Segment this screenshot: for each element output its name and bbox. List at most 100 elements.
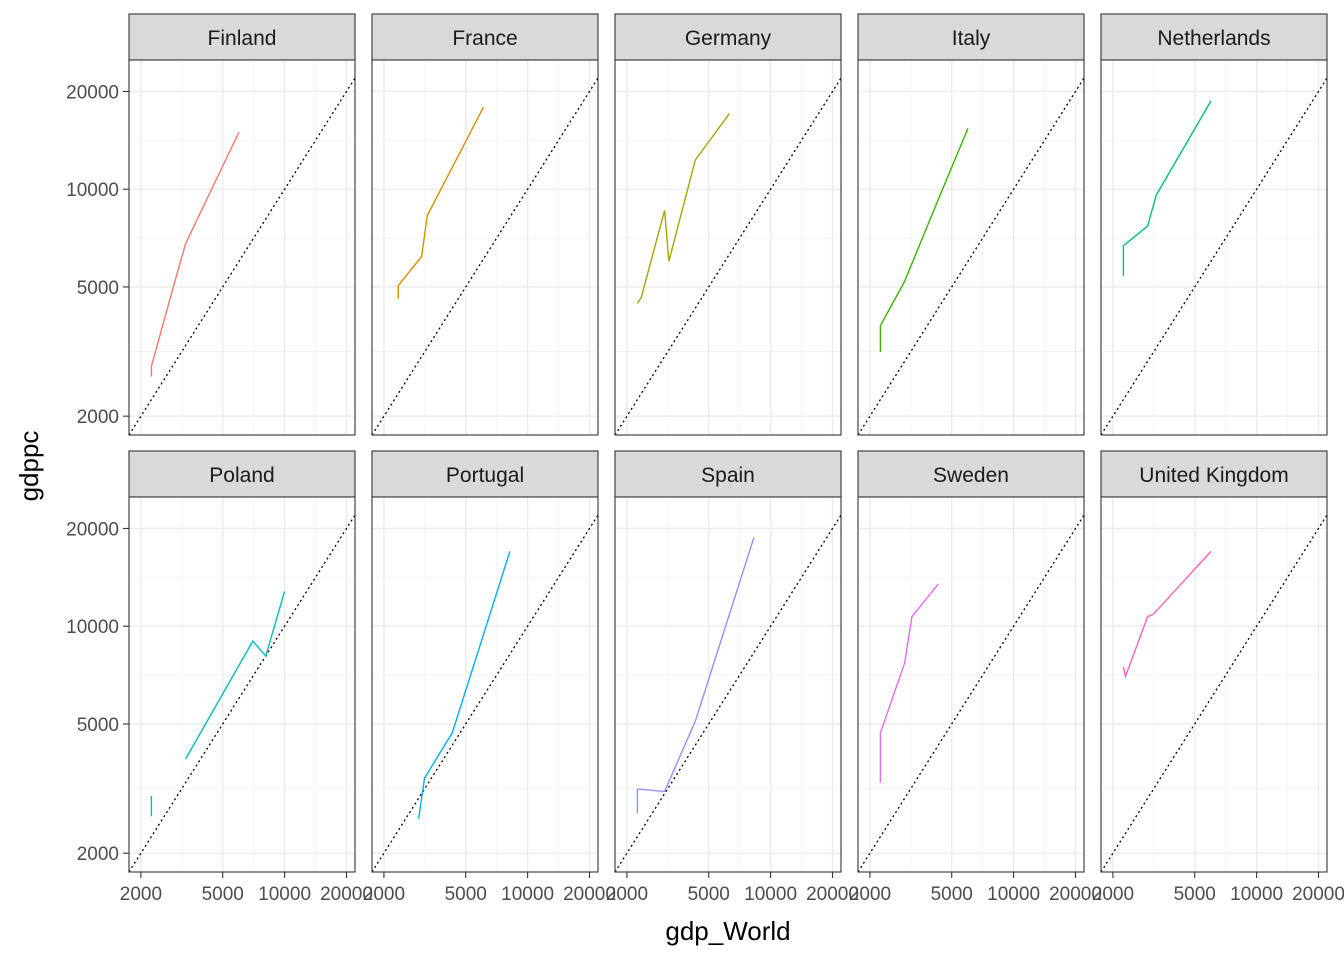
plot-area-netherlands — [1101, 60, 1327, 435]
series-line-netherlands — [1122, 100, 1212, 277]
y-tick-label: 2000 — [77, 407, 119, 428]
series-line-italy — [879, 128, 969, 353]
x-tick-label: 2000 — [1092, 884, 1134, 905]
strip-label-sweden: Sweden — [933, 464, 1009, 487]
x-tick-label: 20000 — [563, 884, 616, 905]
x-tick-label: 2000 — [606, 884, 648, 905]
strip-label-finland: Finland — [208, 27, 277, 50]
strip-label-spain: Spain — [701, 464, 755, 487]
strip-sweden — [857, 450, 1085, 498]
plot-area-sweden — [858, 497, 1084, 872]
panel-border-poland — [128, 496, 356, 873]
panel-portugal: Portugal — [371, 450, 599, 873]
plot-area-poland — [129, 497, 355, 872]
y-tick-label: 20000 — [66, 519, 119, 540]
panel-border-finland — [128, 59, 356, 436]
strip-label-netherlands: Netherlands — [1157, 27, 1270, 50]
series-line-france — [397, 106, 485, 299]
series-line-finland — [150, 131, 240, 377]
x-tick-label: 10000 — [258, 884, 311, 905]
panel-finland: Finland — [128, 13, 356, 436]
strip-poland — [128, 450, 356, 498]
reference-line-poland — [128, 514, 356, 873]
x-axis-title: gdp_World — [665, 916, 790, 946]
panel-netherlands: Netherlands — [1100, 13, 1328, 436]
x-tick-label: 5000 — [931, 884, 973, 905]
strip-finland — [128, 13, 356, 61]
reference-line-portugal — [371, 514, 599, 873]
panel-border-france — [371, 59, 599, 436]
x-tick-label: 10000 — [501, 884, 554, 905]
strip-portugal — [371, 450, 599, 498]
plot-area-italy — [858, 60, 1084, 435]
x-tick-label: 2000 — [120, 884, 162, 905]
x-tick-label: 20000 — [806, 884, 859, 905]
panel-border-sweden — [857, 496, 1085, 873]
strip-france — [371, 13, 599, 61]
series-line-poland — [150, 591, 286, 817]
strip-label-united-kingdom: United Kingdom — [1139, 464, 1288, 487]
x-tick-label: 5000 — [202, 884, 244, 905]
plot-area-france — [372, 60, 598, 435]
x-tick-label: 5000 — [1174, 884, 1216, 905]
series-line-sweden — [879, 583, 939, 783]
panel-italy: Italy — [857, 13, 1085, 436]
y-tick-label: 2000 — [77, 844, 119, 865]
strip-netherlands — [1100, 13, 1328, 61]
x-tick-label: 20000 — [1049, 884, 1102, 905]
strip-spain — [614, 450, 842, 498]
panel-united-kingdom: United Kingdom — [1100, 450, 1328, 873]
strip-label-france: France — [452, 27, 517, 50]
panel-france: France — [371, 13, 599, 436]
panels-layer: Finland France Germany Italy Netherlands Pola… — [128, 13, 1328, 873]
x-tick-label: 5000 — [688, 884, 730, 905]
y-axis-title: gdppc — [14, 431, 44, 502]
x-tick-label: 20000 — [320, 884, 373, 905]
reference-line-germany — [614, 77, 842, 436]
x-tick-label: 20000 — [1292, 884, 1344, 905]
panel-spain: Spain — [614, 450, 842, 873]
panel-germany: Germany — [614, 13, 842, 436]
y-tick-label: 10000 — [66, 180, 119, 201]
panel-sweden: Sweden — [857, 450, 1085, 873]
reference-line-italy — [857, 77, 1085, 436]
plot-area-united-kingdom — [1101, 497, 1327, 872]
x-tick-label: 2000 — [363, 884, 405, 905]
y-axis: 2000 5000 10000 20000 2000 5000 10000 20000 — [66, 82, 129, 865]
strip-label-portugal: Portugal — [446, 464, 524, 487]
plot-area-finland — [129, 60, 355, 435]
y-tick-label: 10000 — [66, 617, 119, 638]
reference-line-sweden — [857, 514, 1085, 873]
x-tick-label: 10000 — [744, 884, 797, 905]
series-line-spain — [636, 536, 755, 814]
panel-border-germany — [614, 59, 842, 436]
x-tick-label: 10000 — [987, 884, 1040, 905]
strip-italy — [857, 13, 1085, 61]
x-tick-label: 10000 — [1230, 884, 1283, 905]
series-line-united-kingdom — [1122, 550, 1212, 680]
panel-poland: Poland — [128, 450, 356, 873]
panel-border-portugal — [371, 496, 599, 873]
series-line-portugal — [417, 551, 511, 820]
y-tick-label: 5000 — [77, 715, 119, 736]
x-tick-label: 2000 — [849, 884, 891, 905]
reference-line-france — [371, 77, 599, 436]
strip-label-poland: Poland — [209, 464, 274, 487]
y-tick-label: 20000 — [66, 82, 119, 103]
reference-line-finland — [128, 77, 356, 436]
strip-label-italy: Italy — [952, 27, 991, 50]
y-tick-label: 5000 — [77, 278, 119, 299]
plot-area-spain — [615, 497, 841, 872]
panel-border-spain — [614, 496, 842, 873]
reference-line-netherlands — [1100, 77, 1328, 436]
series-line-germany — [636, 113, 730, 304]
reference-line-united-kingdom — [1100, 514, 1328, 873]
strip-united-kingdom — [1100, 450, 1328, 498]
x-tick-label: 5000 — [445, 884, 487, 905]
plot-area-portugal — [372, 497, 598, 872]
panel-border-united-kingdom — [1100, 496, 1328, 873]
strip-label-germany: Germany — [685, 27, 772, 50]
